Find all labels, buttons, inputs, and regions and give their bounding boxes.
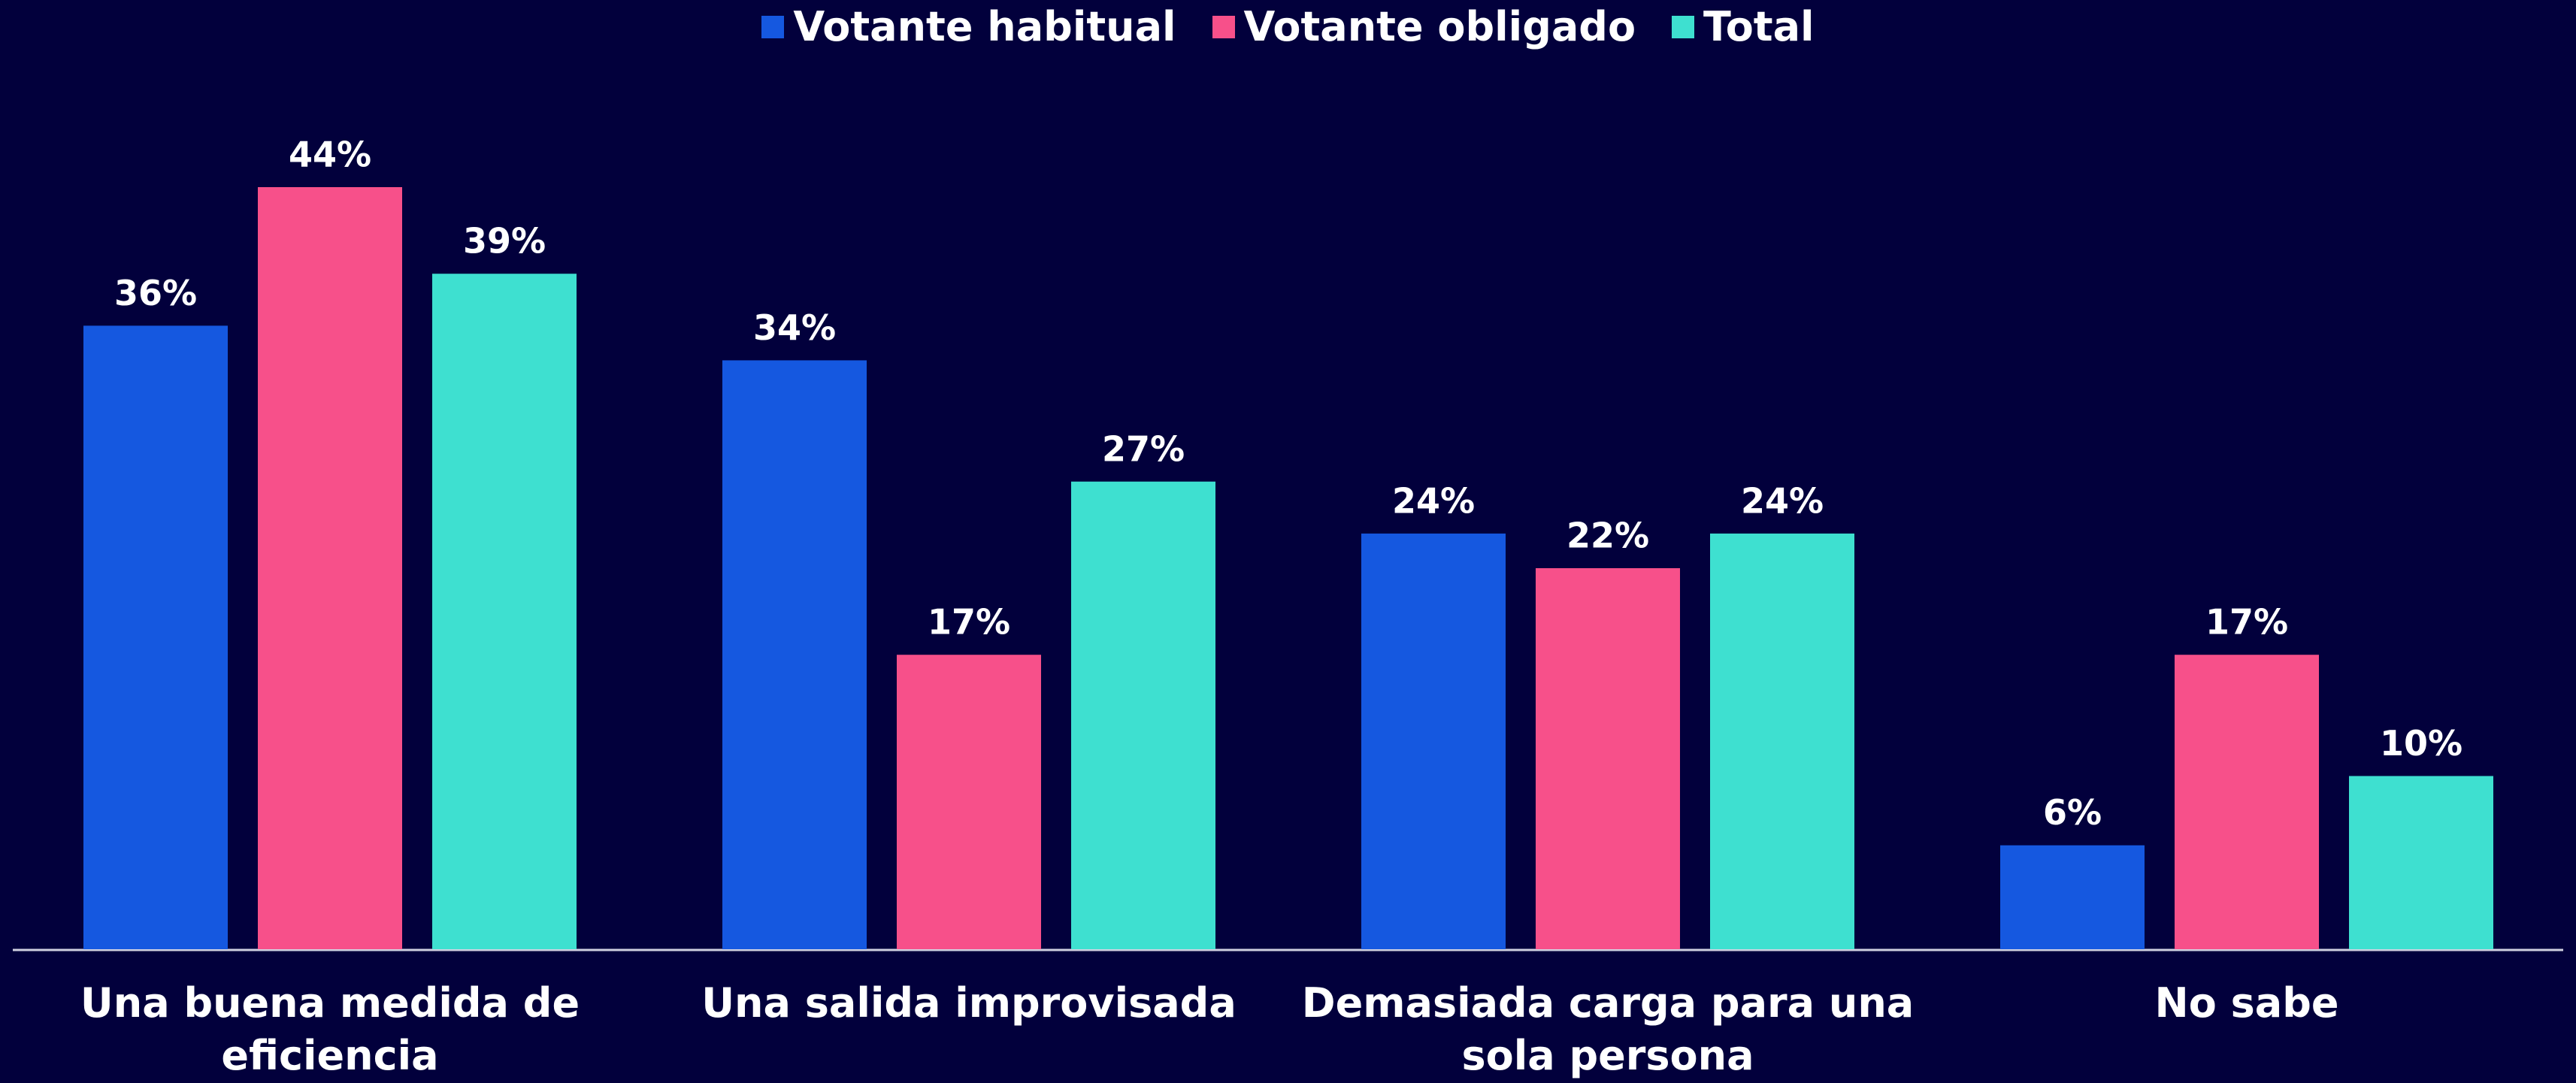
legend-swatch [1672, 15, 1695, 38]
legend: Votante habitual Votante obligado Total [0, 3, 2576, 50]
data-label: 39% [463, 221, 546, 262]
legend-label: Votante obligado [1243, 3, 1636, 50]
bar [2000, 845, 2145, 949]
legend-swatch [761, 15, 785, 38]
bar [2175, 655, 2319, 949]
bar [1071, 481, 1215, 949]
data-label: 24% [1741, 480, 1824, 521]
data-label: 24% [1392, 480, 1475, 521]
x-tick-label: Demasiada carga para una sola persona [1301, 979, 1915, 1079]
legend-label: Total [1703, 3, 1815, 50]
data-label: 44% [289, 135, 371, 175]
data-label: 10% [2380, 723, 2462, 764]
legend-label: Votante habitual [793, 3, 1176, 50]
data-label: 34% [753, 307, 836, 348]
x-tick-label: No sabe [2154, 979, 2339, 1027]
data-label: 27% [1102, 428, 1185, 469]
bar [83, 325, 228, 949]
bar [897, 655, 1041, 949]
bar [1710, 533, 1854, 949]
bar [258, 187, 402, 949]
bar [2349, 776, 2493, 949]
legend-item: Total [1672, 3, 1815, 50]
bar [722, 360, 867, 949]
legend-item: Votante obligado [1212, 3, 1636, 50]
x-tick-label: Una buena medida de eficiencia [80, 979, 580, 1079]
data-label: 6% [2043, 792, 2102, 833]
x-tick-label: Una salida improvisada [701, 979, 1237, 1027]
data-label: 17% [2205, 602, 2288, 643]
bar [1536, 568, 1680, 949]
data-label: 17% [928, 602, 1010, 643]
legend-item: Votante habitual [761, 3, 1176, 50]
data-label: 36% [114, 273, 197, 313]
data-label: 22% [1566, 516, 1649, 556]
legend-swatch [1212, 15, 1235, 38]
bar [1361, 533, 1506, 949]
bar [432, 274, 577, 949]
